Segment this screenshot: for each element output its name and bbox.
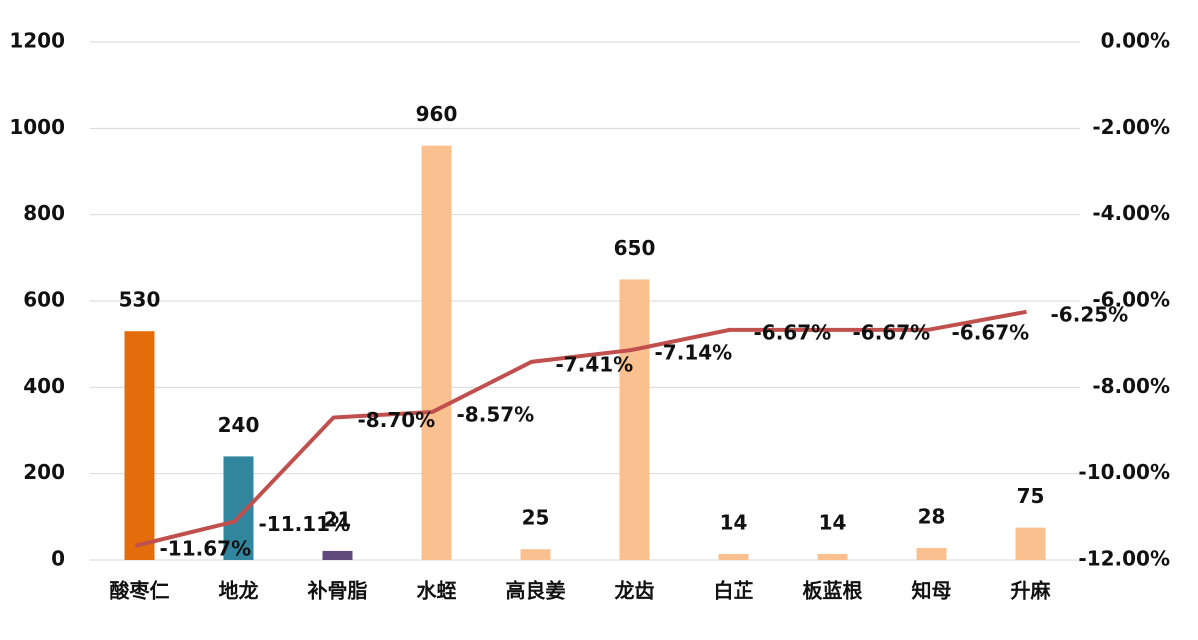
x-tick-label: 高良姜 (506, 579, 566, 603)
line-series (135, 309, 1027, 548)
line-value-label: -11.67% (160, 536, 252, 560)
line-value-label: -7.41% (556, 352, 634, 376)
x-tick-label: 地龙 (219, 579, 259, 603)
y-tick-label: 600 (23, 288, 65, 312)
bar (1015, 527, 1046, 560)
x-tick-label: 升麻 (1011, 579, 1052, 603)
x-tick-label: 补骨脂 (307, 579, 368, 603)
bar-value-label: 25 (522, 506, 550, 530)
line-value-label: -6.67% (754, 320, 832, 344)
bar (718, 553, 749, 560)
y-tick-label: 0 (51, 547, 65, 571)
y2-tick-label: -4.00% (1092, 201, 1170, 225)
line-value-label: -6.25% (1051, 302, 1129, 326)
bar-value-label: 650 (614, 236, 656, 260)
y2-tick-label: 0.00% (1101, 29, 1170, 53)
y2-tick-label: -12.00% (1078, 547, 1170, 571)
x-tick-label: 水蛭 (417, 579, 457, 603)
line-value-label: -11.11% (259, 512, 351, 536)
bar (817, 553, 848, 560)
bar-value-label: 75 (1017, 484, 1045, 508)
y-tick-label: 1000 (9, 115, 65, 139)
line-value-label: -8.70% (358, 408, 436, 432)
bar-value-label: 14 (819, 510, 847, 534)
x-tick-label: 龙齿 (615, 579, 655, 603)
bar (421, 145, 452, 560)
y2-tick-label: -8.00% (1092, 374, 1170, 398)
y2-tick-label: -2.00% (1092, 115, 1170, 139)
y2-tick-label: -10.00% (1078, 460, 1170, 484)
y-tick-label: 800 (23, 201, 65, 225)
bar (916, 547, 947, 560)
bar-value-label: 28 (918, 504, 946, 528)
x-tick-label: 酸枣仁 (110, 579, 170, 603)
bar-value-label: 960 (416, 102, 458, 126)
y-tick-label: 1200 (9, 29, 65, 53)
bar-value-label: 530 (119, 288, 161, 312)
bar-value-label: 21 (324, 507, 352, 531)
line-value-label: -6.67% (952, 320, 1030, 344)
line-value-label: -7.14% (655, 341, 733, 365)
bar (322, 550, 353, 560)
y-tick-label: 200 (23, 460, 65, 484)
bar (619, 279, 650, 560)
line-value-label: -6.67% (853, 320, 931, 344)
y2-tick-label: -6.00% (1092, 288, 1170, 312)
x-tick-label: 白芷 (714, 579, 754, 603)
bar-value-label: 240 (218, 413, 260, 437)
bar (124, 331, 155, 560)
bar (520, 549, 551, 560)
bar-value-label: 14 (720, 510, 748, 534)
y-tick-label: 400 (23, 374, 65, 398)
line-value-label: -8.57% (457, 402, 535, 426)
x-tick-label: 板蓝根 (803, 579, 863, 603)
x-tick-label: 知母 (912, 579, 952, 603)
